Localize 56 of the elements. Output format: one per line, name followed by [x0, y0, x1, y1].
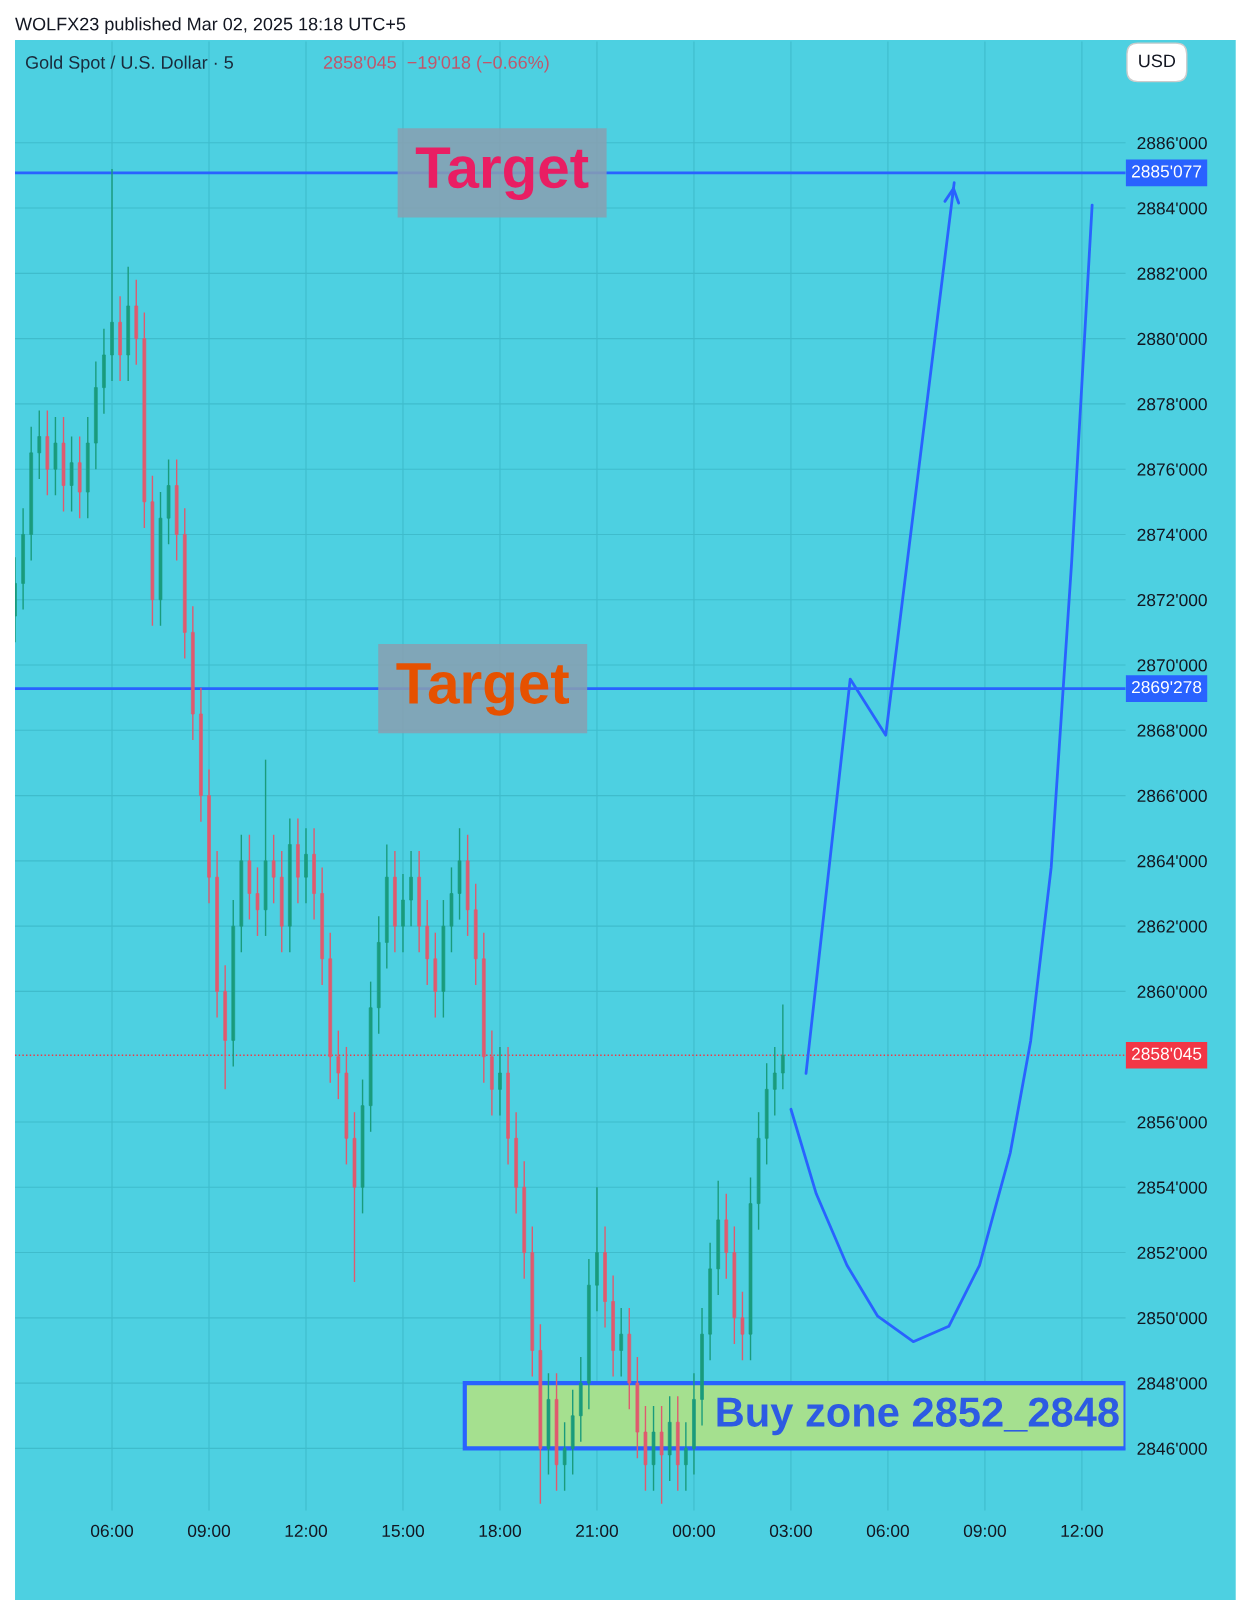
x-tick-label: 18:00: [479, 1524, 522, 1538]
ref-line-label: 2858'045: [1131, 1047, 1202, 1060]
y-tick-label: 2862'000: [1137, 920, 1207, 933]
ref-line-label: 2869'278: [1131, 680, 1202, 694]
y-tick-label: 2864'000: [1137, 855, 1207, 868]
y-tick-label: 2850'000: [1137, 1311, 1207, 1325]
y-tick-label: 2854'000: [1137, 1181, 1207, 1194]
x-tick-label: 12:00: [1061, 1524, 1103, 1538]
y-tick-label: 2882'000: [1137, 267, 1207, 280]
y-tick-label: 2886'000: [1137, 136, 1207, 150]
candlestick: [255, 866, 260, 937]
x-tick-label: 15:00: [382, 1524, 425, 1538]
y-tick-label: 2878'000: [1137, 398, 1207, 411]
candlestick: [336, 1029, 341, 1100]
candlestick: [740, 1291, 745, 1361]
y-tick-label: 2848'000: [1137, 1377, 1207, 1390]
y-tick-label: 2876'000: [1137, 463, 1207, 476]
candlestick: [562, 1421, 567, 1492]
candlestick: [37, 409, 42, 480]
candlestick: [684, 1421, 688, 1492]
annotation: 2858'045 −19'018 (−0.66%): [323, 55, 549, 73]
x-tick-label: 00:00: [672, 1524, 715, 1538]
x-tick-label: 09:00: [963, 1524, 1006, 1538]
y-tick-label: 2868'000: [1137, 724, 1207, 737]
y-tick-label: 2870'000: [1137, 659, 1207, 672]
annotation: Target: [396, 663, 570, 716]
text: USD: [1139, 54, 1176, 68]
candlestick: [271, 834, 276, 904]
y-tick-label: 2872'000: [1137, 593, 1207, 607]
y-tick-label: 2874'000: [1137, 528, 1207, 541]
candlestick: [772, 1046, 777, 1117]
candlestick: [304, 827, 308, 904]
annotation: Target: [415, 147, 589, 201]
y-tick-label: 2860'000: [1137, 985, 1207, 998]
y-tick-label: 2856'000: [1137, 1116, 1207, 1129]
candlestick: [409, 850, 413, 927]
candlestick: [69, 435, 74, 513]
ref-line-label: 2885'077: [1131, 165, 1202, 178]
y-tick-label: 2852'000: [1137, 1246, 1207, 1260]
y-tick-label: 2866'000: [1137, 789, 1207, 803]
candlestick: [659, 1405, 664, 1505]
x-tick-label: 06:00: [90, 1524, 134, 1538]
y-tick-label: 2884'000: [1137, 202, 1207, 215]
y-tick-label: 2846'000: [1137, 1442, 1207, 1455]
candlestick: [498, 1046, 502, 1117]
band-label: Buy zone 2852_2848: [717, 1397, 1119, 1436]
text: Gold Spot / U.S. Dollar · 5: [25, 55, 234, 73]
x-tick-label: 09:00: [187, 1524, 231, 1538]
candlestick: [619, 1307, 624, 1378]
x-tick-label: 03:00: [769, 1524, 812, 1538]
chart-title: WOLFX23 published Mar 02, 2025 18:18 UTC+5: [15, 17, 406, 35]
y-tick-label: 2880'000: [1137, 332, 1207, 346]
x-tick-label: 12:00: [285, 1524, 328, 1538]
candlestick: [781, 1003, 785, 1091]
x-tick-label: 06:00: [866, 1524, 909, 1538]
x-tick-label: 21:00: [576, 1524, 618, 1538]
